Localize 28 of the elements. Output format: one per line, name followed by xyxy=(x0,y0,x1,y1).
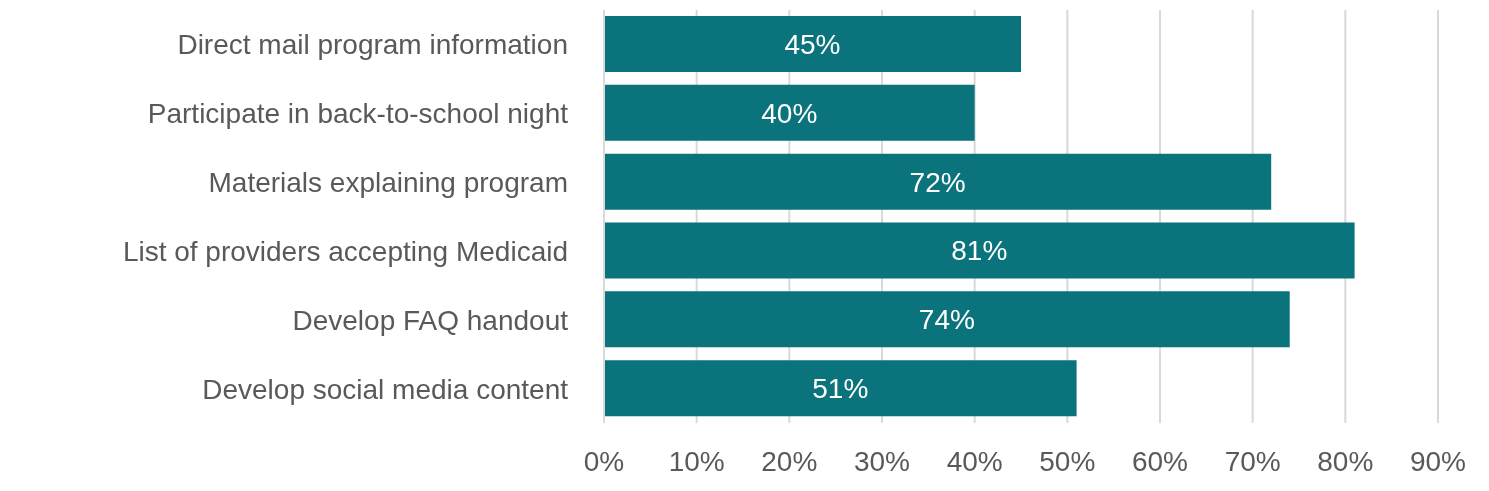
data-label: 74% xyxy=(918,304,975,336)
y-tick-label: Direct mail program information xyxy=(177,29,568,61)
data-label: 51% xyxy=(812,373,869,405)
bar xyxy=(604,84,975,141)
y-tick-label: Develop social media content xyxy=(202,373,569,405)
x-tick-label: 20% xyxy=(761,445,818,477)
x-tick-label: 60% xyxy=(1131,445,1189,477)
bar xyxy=(604,153,1272,210)
x-tick-label: 40% xyxy=(946,445,1003,477)
y-tick-label: Participate in back-to-school night xyxy=(147,98,569,130)
bar xyxy=(604,360,1077,417)
x-tick-label: 0% xyxy=(583,445,625,477)
x-tick-label: 90% xyxy=(1409,445,1467,477)
bar xyxy=(604,291,1290,348)
data-label: 45% xyxy=(784,28,841,60)
bar xyxy=(604,222,1355,279)
y-tick-label: Materials explaining program xyxy=(208,167,568,199)
data-label: 40% xyxy=(761,97,818,129)
y-tick-label: Develop FAQ handout xyxy=(292,304,569,336)
x-tick-label: 10% xyxy=(668,445,725,477)
x-tick-label: 30% xyxy=(853,445,911,477)
x-tick-label: 70% xyxy=(1224,445,1281,477)
x-tick-label: 50% xyxy=(1039,445,1096,477)
x-tick-label: 80% xyxy=(1317,445,1374,477)
data-label: 72% xyxy=(909,166,966,198)
data-label: 81% xyxy=(951,235,1008,267)
bar xyxy=(604,16,1021,72)
y-tick-label: List of providers accepting Medicaid xyxy=(122,235,568,267)
